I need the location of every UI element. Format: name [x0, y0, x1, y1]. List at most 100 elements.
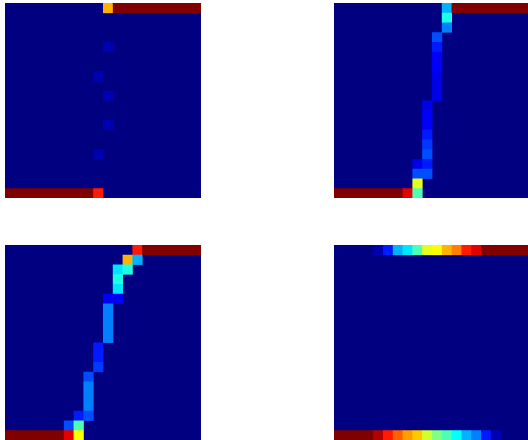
- heatmap-cell: [152, 245, 163, 256]
- heatmap-cell: [103, 42, 114, 53]
- heatmap-cell: [142, 245, 153, 256]
- heatmap-cell: [93, 149, 104, 160]
- heatmap-cell: [461, 3, 472, 14]
- heatmap-cell: [14, 188, 25, 198]
- heatmap-cell: [112, 293, 123, 304]
- heatmap-cell: [392, 188, 403, 198]
- heatmap-cell: [500, 245, 511, 256]
- heatmap-cell: [490, 430, 501, 440]
- heatmap-cell: [54, 188, 65, 198]
- heatmap-cell: [103, 3, 114, 14]
- heatmap-bottom-left: [5, 245, 201, 440]
- heatmap-cell: [83, 381, 94, 392]
- heatmap-cell: [54, 430, 65, 440]
- heatmap-cell: [103, 303, 114, 314]
- heatmap-cell: [432, 430, 443, 440]
- heatmap-cell: [73, 430, 84, 440]
- heatmap-cell: [161, 3, 172, 14]
- heatmap-cell: [343, 430, 354, 440]
- heatmap-top-left: [5, 3, 201, 198]
- heatmap-cell: [363, 188, 374, 198]
- heatmap-cell: [112, 3, 123, 14]
- heatmap-cell: [500, 3, 511, 14]
- heatmap-cell: [471, 245, 482, 256]
- heatmap-cell: [432, 51, 443, 62]
- heatmap-cell: [103, 90, 114, 101]
- heatmap-cell: [451, 245, 462, 256]
- heatmap-cell: [34, 188, 45, 198]
- heatmap-cell: [83, 410, 94, 421]
- heatmap-cell: [122, 254, 133, 265]
- heatmap-cell: [112, 264, 123, 275]
- heatmap-cell: [63, 420, 74, 431]
- heatmap-cell: [63, 430, 74, 440]
- heatmap-cell: [432, 42, 443, 53]
- heatmap-cell: [412, 245, 423, 256]
- heatmap-panel-bottom-right: [334, 245, 528, 440]
- heatmap-cell: [363, 430, 374, 440]
- heatmap-cell: [490, 3, 501, 14]
- heatmap-cell: [73, 188, 84, 198]
- heatmap-cell: [412, 430, 423, 440]
- heatmap-cell: [422, 100, 433, 111]
- heatmap-cell: [132, 245, 143, 256]
- heatmap-cell: [171, 3, 182, 14]
- heatmap-cell: [373, 245, 384, 256]
- heatmap-cell: [191, 3, 201, 14]
- heatmap-cell: [392, 245, 403, 256]
- heatmap-background: [334, 245, 528, 440]
- heatmap-panel-top-right: [334, 3, 528, 198]
- heatmap-cell: [412, 178, 423, 189]
- heatmap-cell: [471, 430, 482, 440]
- heatmap-cell: [63, 188, 74, 198]
- heatmap-cell: [402, 430, 413, 440]
- heatmap-cell: [132, 3, 143, 14]
- heatmap-cell: [83, 371, 94, 382]
- heatmap-cell: [402, 188, 413, 198]
- heatmap-cell: [83, 188, 94, 198]
- heatmap-bottom-right: [334, 245, 528, 440]
- heatmap-cell: [432, 32, 443, 43]
- heatmap-cell: [5, 430, 16, 440]
- heatmap-cell: [490, 245, 501, 256]
- heatmap-cell: [343, 188, 354, 198]
- heatmap-cell: [481, 245, 492, 256]
- heatmap-cell: [441, 3, 452, 14]
- heatmap-cell: [392, 430, 403, 440]
- heatmap-cell: [93, 352, 104, 363]
- heatmap-cell: [24, 430, 35, 440]
- heatmap-cell: [422, 430, 433, 440]
- heatmap-cell: [103, 332, 114, 343]
- heatmap-cell: [14, 430, 25, 440]
- heatmap-cell: [481, 3, 492, 14]
- heatmap-cell: [122, 264, 133, 275]
- heatmap-cell: [451, 3, 462, 14]
- heatmap-cell: [383, 430, 394, 440]
- heatmap-cell: [461, 245, 472, 256]
- heatmap-cell: [161, 245, 172, 256]
- heatmap-cell: [412, 168, 423, 179]
- heatmap-cell: [112, 284, 123, 295]
- heatmap-cell: [422, 139, 433, 150]
- heatmap-cell: [422, 120, 433, 131]
- heatmap-cell: [432, 61, 443, 72]
- heatmap-cell: [171, 245, 182, 256]
- heatmap-cell: [422, 129, 433, 140]
- heatmap-cell: [422, 168, 433, 179]
- heatmap-cell: [422, 149, 433, 160]
- heatmap-cell: [441, 12, 452, 23]
- heatmap-cell: [152, 3, 163, 14]
- heatmap-cell: [181, 245, 192, 256]
- heatmap-cell: [353, 188, 364, 198]
- heatmap-cell: [93, 188, 104, 198]
- heatmap-cell: [441, 22, 452, 33]
- heatmap-cell: [432, 81, 443, 92]
- heatmap-cell: [520, 245, 528, 256]
- heatmap-cell: [103, 323, 114, 334]
- heatmap-cell: [520, 3, 528, 14]
- heatmap-cell: [191, 245, 201, 256]
- heatmap-cell: [73, 410, 84, 421]
- heatmap-cell: [383, 188, 394, 198]
- heatmap-cell: [461, 430, 472, 440]
- heatmap-cell: [432, 71, 443, 82]
